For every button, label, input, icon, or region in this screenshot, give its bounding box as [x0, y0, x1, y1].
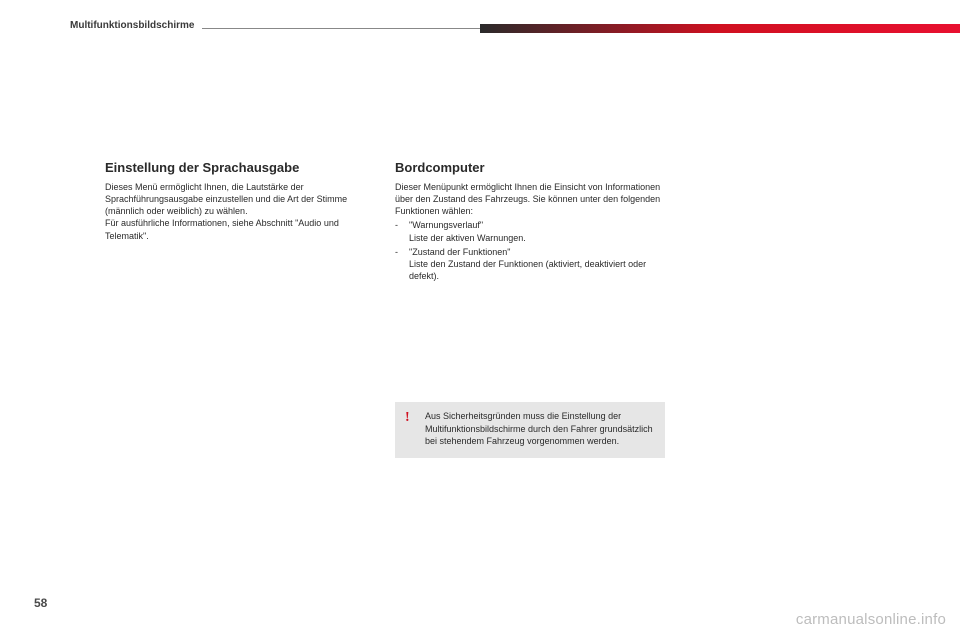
trip-title: Bordcomputer [395, 160, 665, 175]
bullet-desc: Liste den Zustand der Funktionen (aktivi… [409, 259, 646, 281]
page-number: 58 [34, 596, 47, 610]
header-section-title: Multifunktionsbildschirme [70, 20, 202, 31]
bullet-label: "Zustand der Funktionen" [409, 247, 510, 257]
speech-title: Einstellung der Sprachausgabe [105, 160, 375, 175]
bullet-dash-icon: - [395, 246, 409, 282]
column-trip-computer: Bordcomputer Dieser Menüpunkt ermöglicht… [395, 160, 665, 282]
speech-paragraph-1: Dieses Menü ermöglicht Ihnen, die Lautst… [105, 181, 375, 217]
list-item: - "Zustand der Funktionen" Liste den Zus… [395, 246, 665, 282]
header-gradient [480, 24, 960, 33]
bullet-label: "Warnungsverlauf" [409, 220, 483, 230]
column-speech-settings: Einstellung der Sprachausgabe Dieses Men… [105, 160, 375, 242]
warning-icon: ! [405, 410, 410, 426]
watermark: carmanualsonline.info [796, 611, 946, 628]
warning-text: Aus Sicherheitsgründen muss die Einstell… [425, 410, 655, 448]
speech-paragraph-2: Für ausführliche Informationen, siehe Ab… [105, 217, 375, 241]
trip-intro: Dieser Menüpunkt ermöglicht Ihnen die Ei… [395, 181, 665, 217]
list-item: - "Warnungsverlauf" Liste der aktiven Wa… [395, 219, 665, 243]
bullet-desc: Liste der aktiven Warnungen. [409, 233, 526, 243]
bullet-dash-icon: - [395, 219, 409, 243]
safety-warning-box: ! Aus Sicherheitsgründen muss die Einste… [395, 402, 665, 458]
